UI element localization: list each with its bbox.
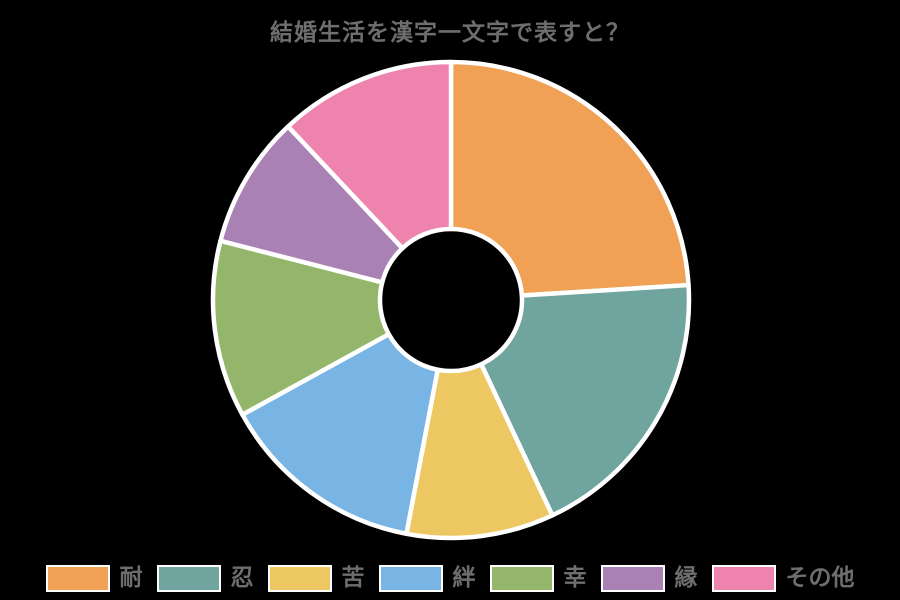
legend-swatch xyxy=(711,565,776,592)
legend-swatch xyxy=(45,565,110,592)
legend-label: その他 xyxy=(785,565,855,591)
legend-swatch xyxy=(378,565,443,592)
pie-slice-耐 xyxy=(448,59,691,298)
chart-legend: 耐 忍 苦 絆 幸 縁 その他 xyxy=(0,565,900,592)
legend-item: 耐 xyxy=(45,565,143,592)
legend-item: 縁 xyxy=(600,565,698,592)
legend-swatch xyxy=(156,565,221,592)
legend-label: 苦 xyxy=(341,565,365,591)
pie-slice-その他 xyxy=(285,59,454,251)
legend-label: 忍 xyxy=(230,565,254,591)
pie-slice-忍 xyxy=(478,282,692,518)
legend-item: 苦 xyxy=(267,565,365,592)
legend-item: 幸 xyxy=(489,565,587,592)
legend-label: 幸 xyxy=(563,565,587,591)
legend-swatch xyxy=(600,565,665,592)
pie-slice-縁 xyxy=(218,124,405,285)
legend-item: 絆 xyxy=(378,565,476,592)
legend-label: 耐 xyxy=(119,565,143,591)
legend-item: 忍 xyxy=(156,565,254,592)
pie-slice-絆 xyxy=(240,331,440,537)
legend-label: 絆 xyxy=(452,565,476,591)
pie-slice-幸 xyxy=(210,238,392,417)
legend-swatch xyxy=(489,565,554,592)
legend-item: その他 xyxy=(711,565,855,592)
chart-title: 結婚生活を漢字一文字で表すと？ xyxy=(270,20,630,46)
legend-swatch xyxy=(267,565,332,592)
legend-label: 縁 xyxy=(674,565,698,591)
pie-slice-苦 xyxy=(404,361,555,541)
